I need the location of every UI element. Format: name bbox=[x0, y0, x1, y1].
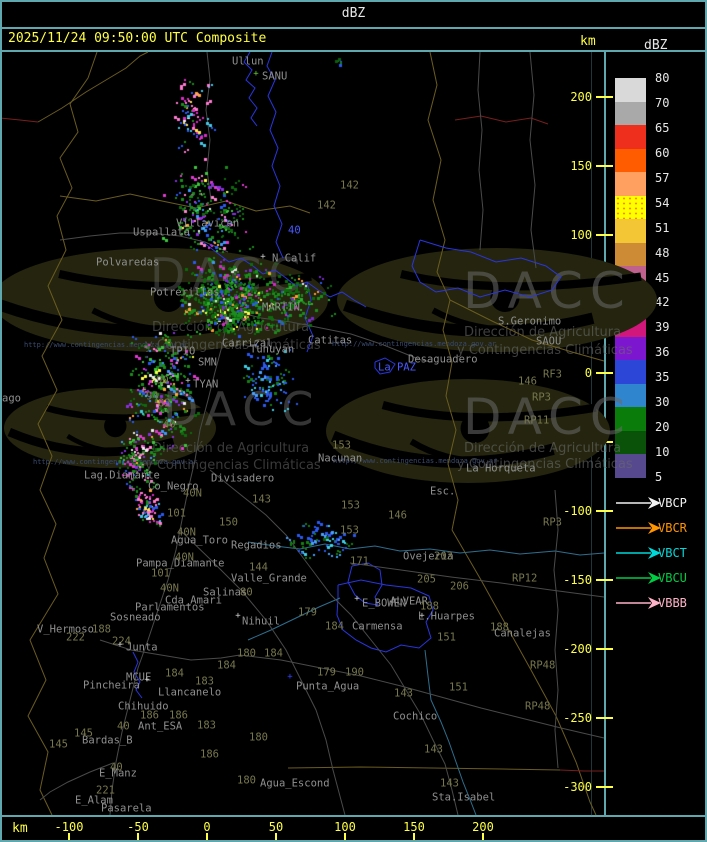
radar-composite-window: dBZ 2025/11/24 09:50:00 UTC Composite DA… bbox=[0, 0, 707, 842]
radar-echoes-canvas bbox=[0, 0, 707, 842]
